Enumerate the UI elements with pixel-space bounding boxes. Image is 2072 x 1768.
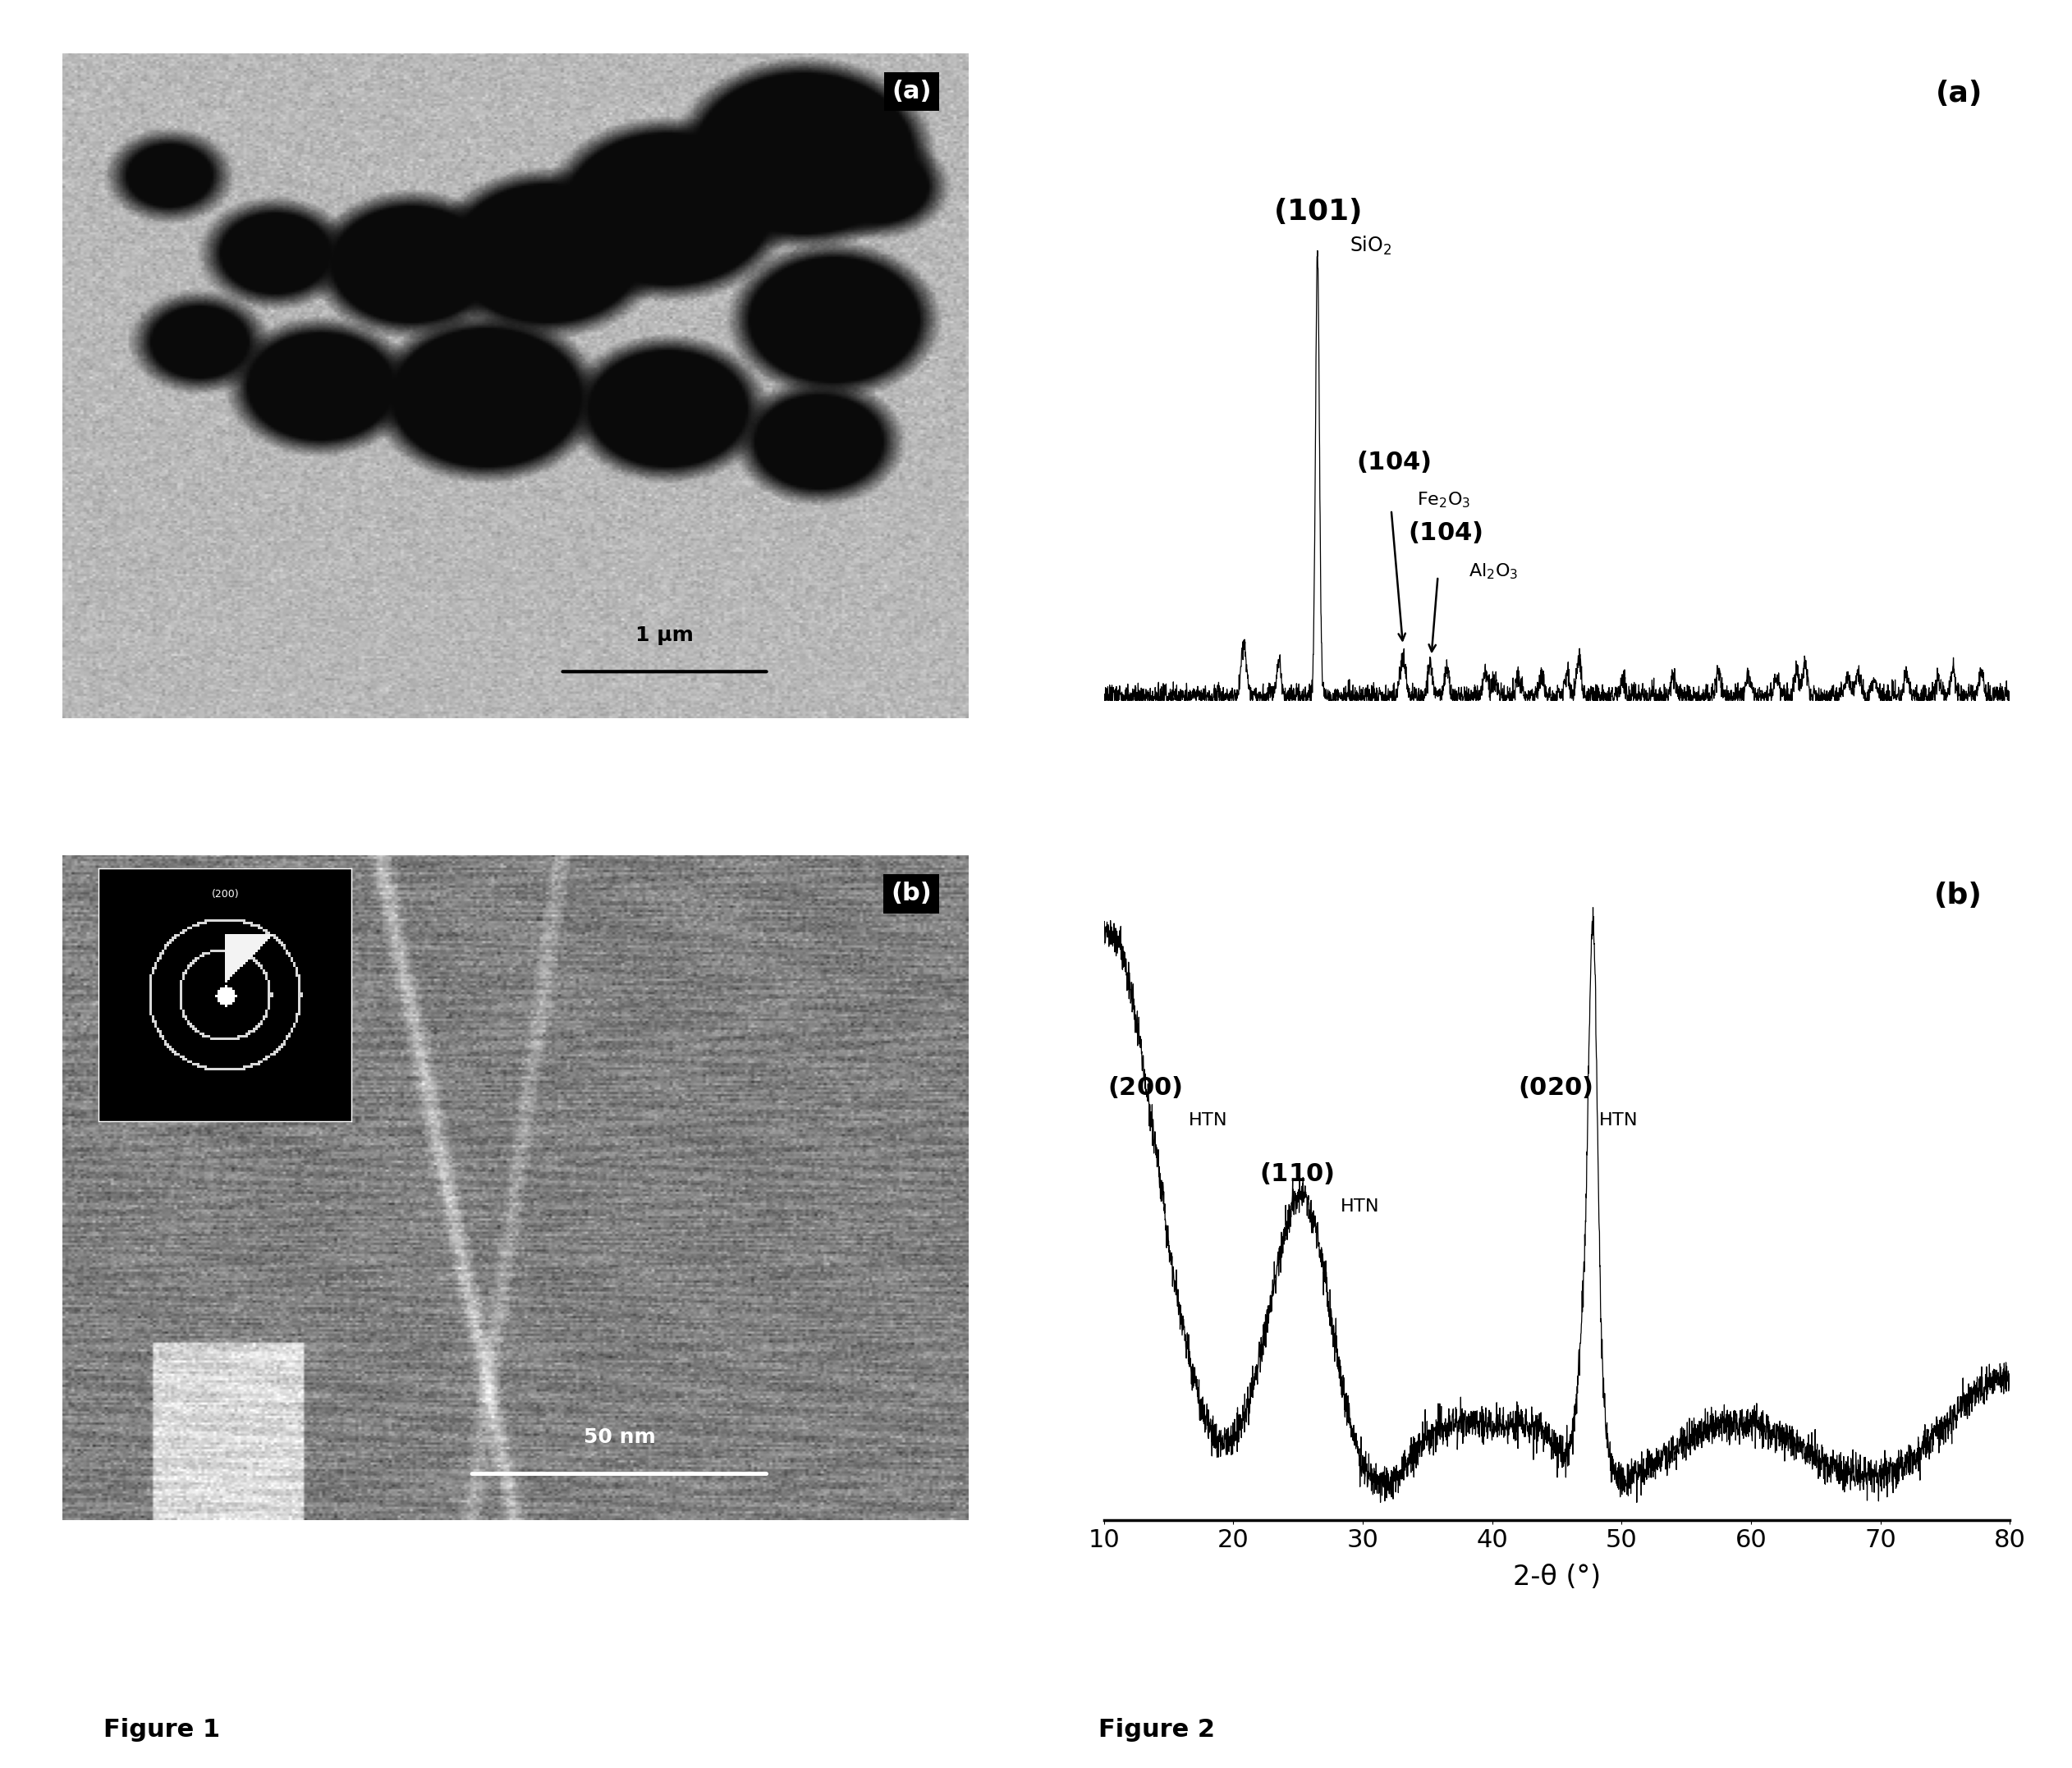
X-axis label: 2-θ (°): 2-θ (°) [1513,1563,1602,1591]
Text: $\mathbf{(101)}$: $\mathbf{(101)}$ [1274,196,1361,226]
Text: (b): (b) [891,882,932,905]
Text: $\mathrm{Al_2O_3}$: $\mathrm{Al_2O_3}$ [1469,562,1519,580]
Text: $\mathbf{(110)}$: $\mathbf{(110)}$ [1260,1160,1334,1186]
Text: $\mathbf{(020)}$: $\mathbf{(020)}$ [1519,1075,1593,1100]
Text: $\mathrm{SiO_2}$: $\mathrm{SiO_2}$ [1349,235,1392,256]
Text: $\mathbf{(104)}$: $\mathbf{(104)}$ [1357,449,1432,474]
Text: $\mathrm{HTN}$: $\mathrm{HTN}$ [1187,1112,1227,1128]
Text: $\mathrm{Fe_2O_3}$: $\mathrm{Fe_2O_3}$ [1417,490,1471,509]
Text: (b): (b) [1935,882,1983,911]
Text: (a): (a) [1935,80,1983,108]
Text: (a): (a) [893,80,932,104]
Text: $\mathrm{HTN}$: $\mathrm{HTN}$ [1339,1199,1378,1215]
Text: Figure 2: Figure 2 [1098,1718,1214,1741]
Text: Figure 1: Figure 1 [104,1718,220,1741]
Text: $\mathbf{(200)}$: $\mathbf{(200)}$ [1109,1075,1183,1100]
Text: $\mathrm{HTN}$: $\mathrm{HTN}$ [1598,1112,1637,1128]
Text: 50 nm: 50 nm [584,1427,655,1448]
Text: $\mathbf{(104)}$: $\mathbf{(104)}$ [1409,520,1484,545]
Text: 1 μm: 1 μm [636,626,694,645]
